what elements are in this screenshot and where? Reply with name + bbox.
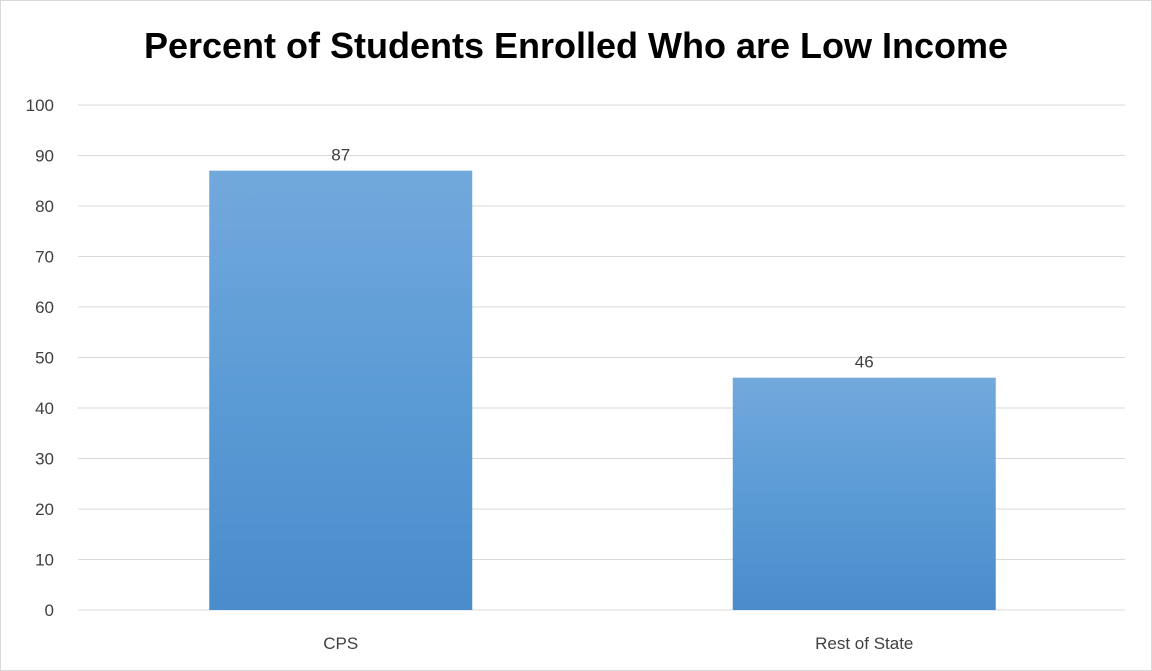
y-tick-label: 30 bbox=[35, 450, 54, 469]
data-label: 87 bbox=[331, 146, 350, 165]
y-tick-label: 20 bbox=[35, 500, 54, 519]
category-label: CPS bbox=[323, 634, 358, 653]
y-tick-label: 90 bbox=[35, 147, 54, 166]
y-tick-label: 60 bbox=[35, 298, 54, 317]
y-tick-label: 100 bbox=[26, 96, 54, 115]
y-tick-label: 40 bbox=[35, 399, 54, 418]
y-tick-label: 0 bbox=[45, 601, 54, 620]
category-label: Rest of State bbox=[815, 634, 913, 653]
chart-title: Percent of Students Enrolled Who are Low… bbox=[143, 25, 1009, 66]
bar-rest-of-state bbox=[732, 377, 996, 610]
bar-cps bbox=[209, 170, 473, 610]
y-axis-ticks: 0 10 20 30 40 50 60 70 80 90 100 bbox=[26, 96, 54, 620]
y-tick-label: 70 bbox=[35, 248, 54, 267]
x-axis-labels: CPS Rest of State bbox=[323, 634, 913, 653]
data-label: 46 bbox=[855, 353, 874, 372]
y-tick-label: 80 bbox=[35, 197, 54, 216]
bars: 87 46 bbox=[209, 146, 996, 610]
y-tick-label: 50 bbox=[35, 349, 54, 368]
y-tick-label: 10 bbox=[35, 551, 54, 570]
